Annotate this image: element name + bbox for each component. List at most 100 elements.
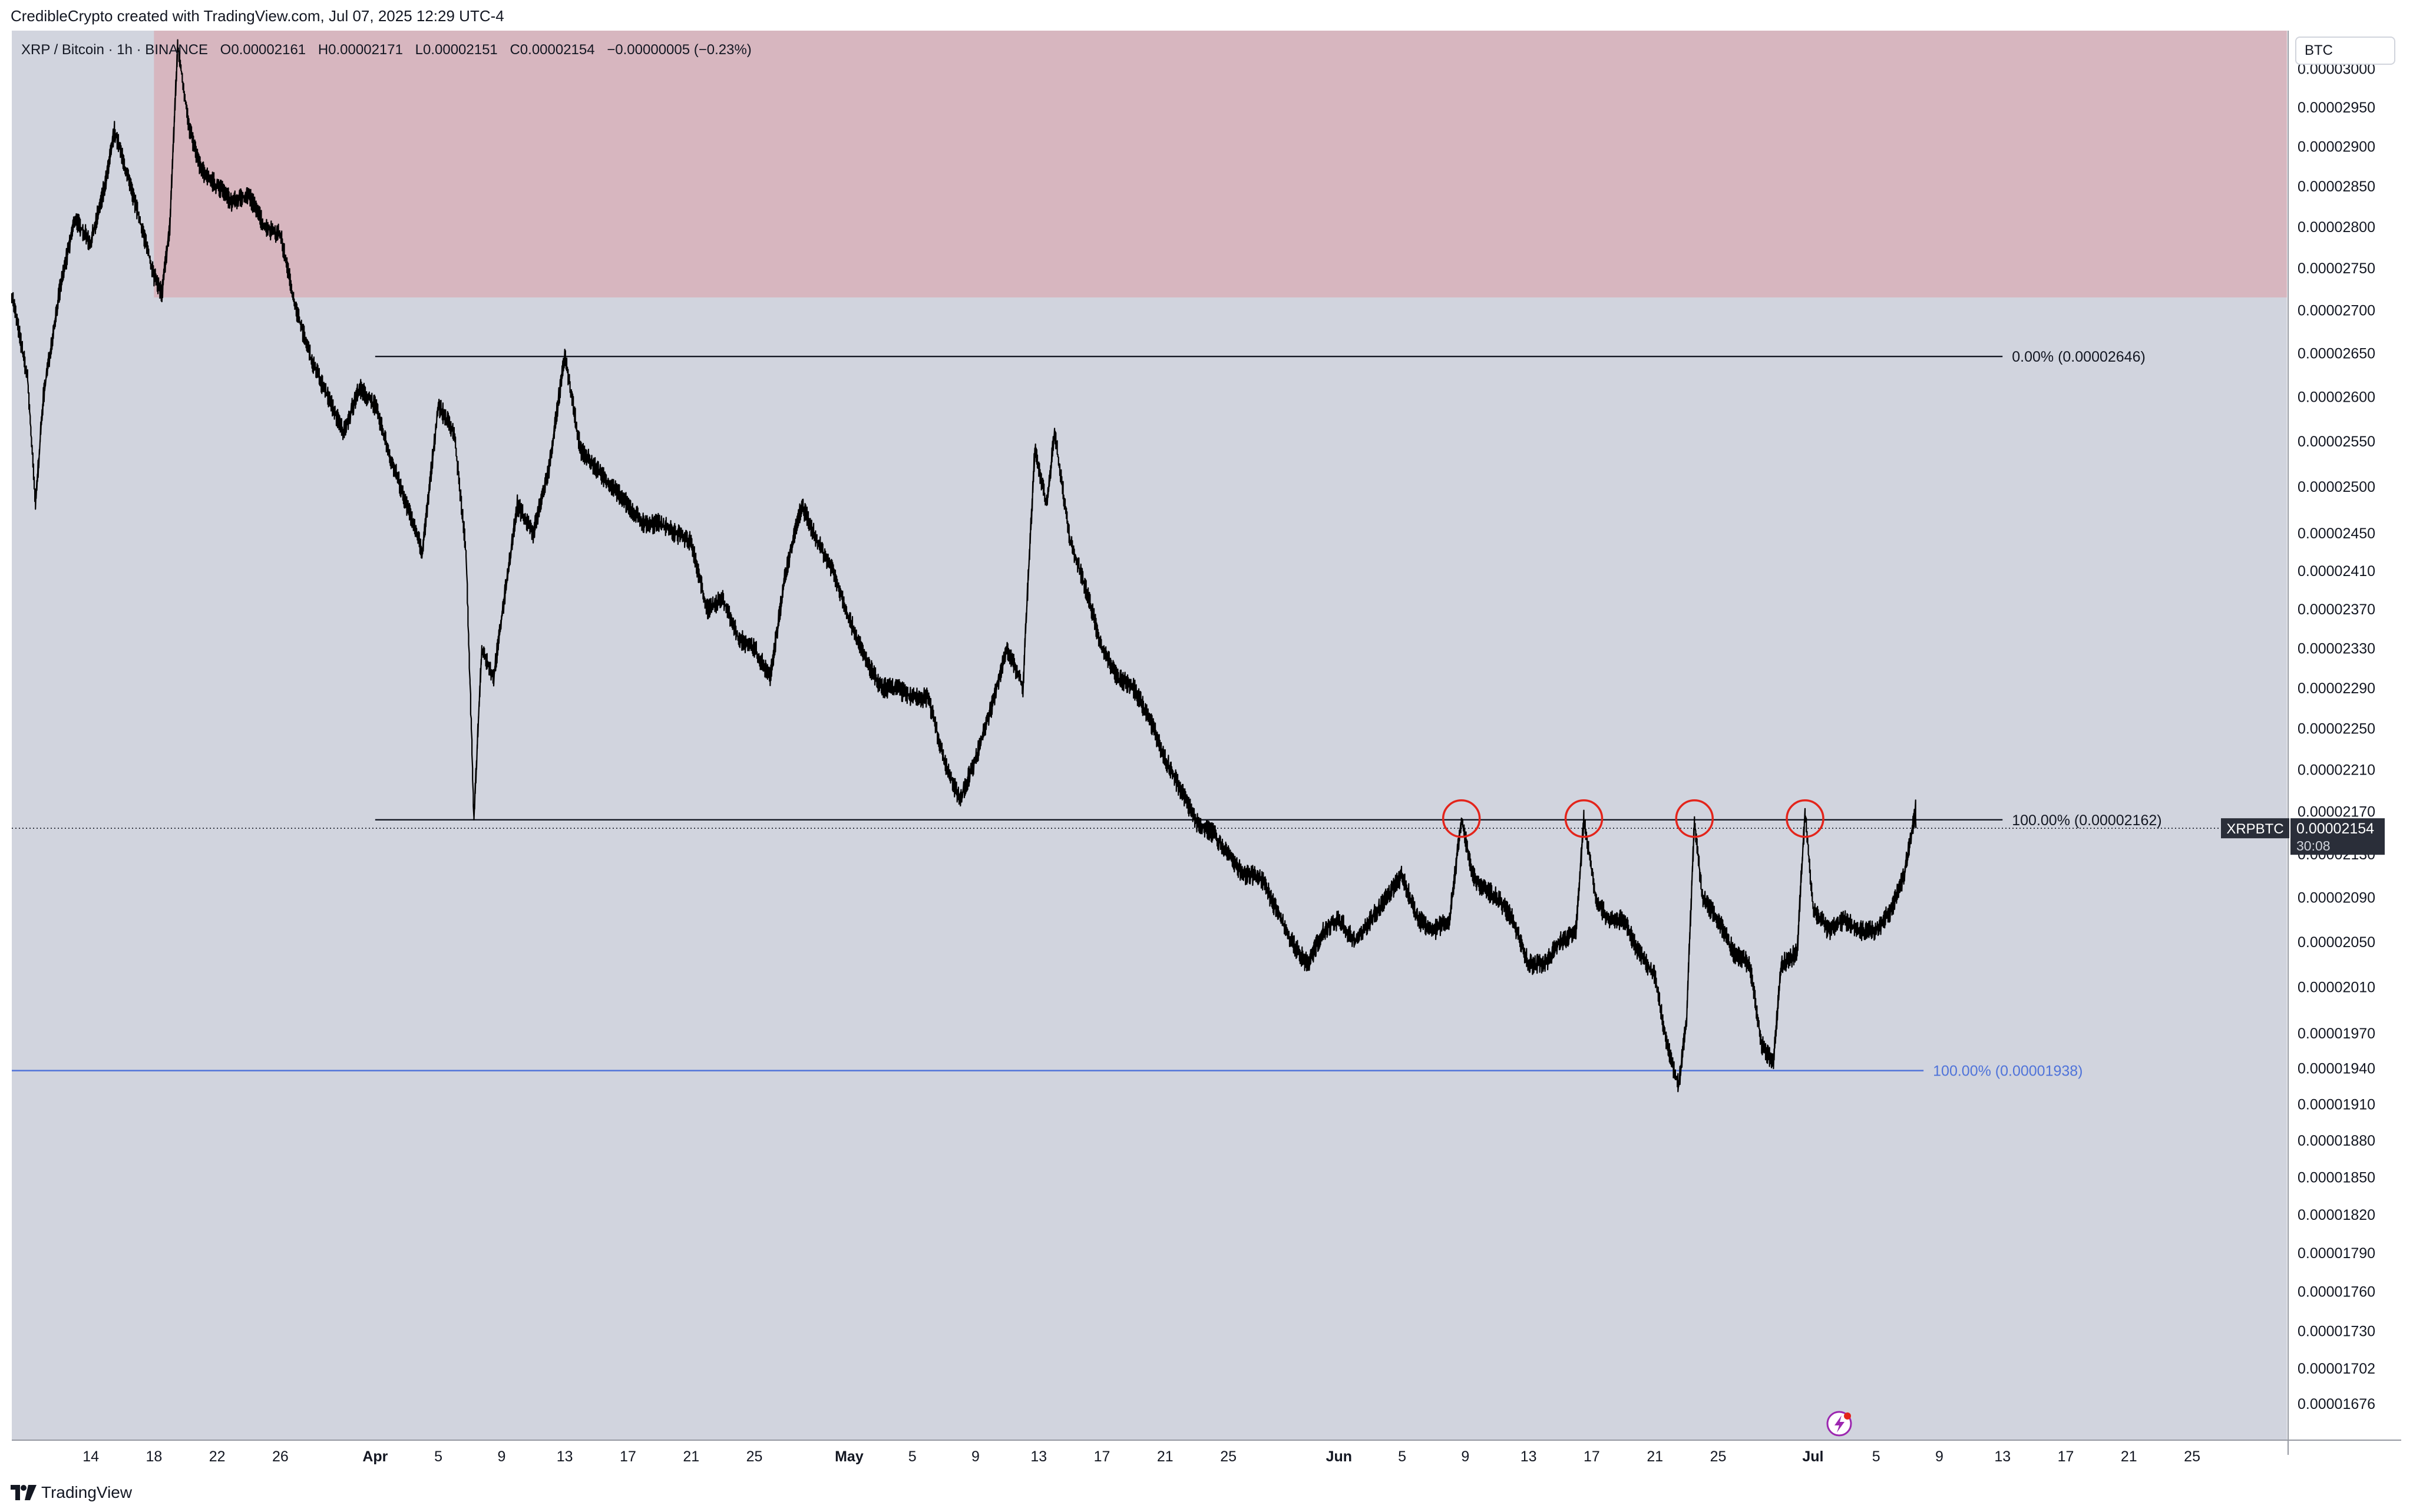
legend: XRP / Bitcoin · 1h · BINANCE O0.00002161…: [21, 42, 752, 58]
legend-low-label: L: [415, 42, 423, 58]
fib-level-label: 0.00% (0.00002646): [2012, 349, 2146, 365]
price-tick-label: 0.00001940: [2298, 1061, 2375, 1077]
time-tick-label: 17: [2058, 1448, 2074, 1465]
resistance-touch-circle: [1442, 799, 1481, 838]
time-tick-label: 13: [1994, 1448, 2011, 1465]
time-tick-label: 17: [620, 1448, 636, 1465]
price-tick-label: 0.00001676: [2298, 1396, 2375, 1412]
price-tick-label: 0.00002210: [2298, 762, 2375, 778]
time-tick-label: May: [835, 1448, 864, 1465]
tradingview-logo-text: TradingView: [41, 1483, 133, 1501]
price-tick-label: 0.00001910: [2298, 1096, 2375, 1113]
time-tick-label: Apr: [362, 1448, 388, 1465]
time-tick-label: 14: [82, 1448, 99, 1465]
time-tick-label: 5: [434, 1448, 442, 1465]
resistance-touch-circle: [1786, 799, 1824, 838]
time-tick-label: 21: [683, 1448, 699, 1465]
time-tick-label: 25: [746, 1448, 763, 1465]
time-tick-label: 5: [908, 1448, 917, 1465]
price-tick-label: 0.00002450: [2298, 525, 2375, 542]
fib-levels-layer: 0.00% (0.00002646) 100.00% (0.00002162) 10…: [12, 349, 2287, 1080]
tradingview-logo-icon: [11, 1485, 37, 1500]
ticker-tag-bg: [2221, 818, 2289, 839]
price-tick-label: 0.00002410: [2298, 563, 2375, 580]
time-tick-label: 22: [209, 1448, 226, 1465]
supply-zone-layer: [154, 31, 2287, 298]
legend-close-label: C: [510, 42, 520, 58]
time-tick-label: 21: [1647, 1448, 1663, 1465]
time-tick-label: 17: [1094, 1448, 1110, 1465]
time-tick-label: 17: [1584, 1448, 1600, 1465]
price-tick-label: 0.00001702: [2298, 1361, 2375, 1377]
time-tick-label: 25: [1710, 1448, 1727, 1465]
price-tick-label: 0.00002170: [2298, 803, 2375, 820]
price-tick-label: 0.00001850: [2298, 1170, 2375, 1186]
fib-level-label: 100.00% (0.00001938): [1933, 1063, 2083, 1080]
price-tick-label: 0.00002600: [2298, 389, 2375, 406]
price-tag-value: 0.00002154: [2296, 820, 2374, 837]
ticker-tag: XRPBTC: [2226, 821, 2283, 837]
price-tick-label: 0.00002330: [2298, 640, 2375, 657]
chart-caption: CredibleCrypto created with TradingView.…: [11, 7, 504, 25]
currency-selector[interactable]: BTC: [2295, 37, 2395, 65]
price-tick-label: 0.00002950: [2298, 100, 2375, 116]
time-tick-label: 18: [146, 1448, 162, 1465]
price-axis-background: [2289, 31, 2401, 1440]
legend-open-label: O: [220, 42, 232, 58]
legend-open-value: 0.00002161: [231, 42, 306, 58]
fib-level-label: 100.00% (0.00002162): [2012, 812, 2161, 829]
axes-layer: 0.000030000.000029500.000029000.00002850…: [12, 31, 2401, 1465]
price-tick-label: 0.00001880: [2298, 1133, 2375, 1149]
last-price-badge: XRPBTC 0.00002154 30:08: [2221, 818, 2385, 855]
time-tick-label: 21: [2121, 1448, 2137, 1465]
price-tick-label: 0.00002550: [2298, 434, 2375, 450]
time-tick-label: 13: [1520, 1448, 1537, 1465]
price-tick-label: 0.00002500: [2298, 479, 2375, 495]
price-tick-label: 0.00002800: [2298, 219, 2375, 236]
time-tick-label: 5: [1398, 1448, 1406, 1465]
time-tick-label: Jun: [1326, 1448, 1352, 1465]
price-tick-label: 0.00002290: [2298, 680, 2375, 697]
time-tick-label: 5: [1872, 1448, 1880, 1465]
supply-zone: [154, 31, 2287, 298]
price-tick-label: 0.00002370: [2298, 601, 2375, 618]
price-tick-label: 0.00002250: [2298, 720, 2375, 737]
price-tag-bg: [2290, 818, 2385, 855]
time-tick-label: 9: [971, 1448, 980, 1465]
price-tick-label: 0.00001730: [2298, 1324, 2375, 1340]
tradingview-logo[interactable]: TradingView: [11, 1482, 132, 1503]
price-tick-label: 0.00002090: [2298, 890, 2375, 906]
price-tick-label: 0.00002750: [2298, 260, 2375, 277]
price-tick-label: 0.00001790: [2298, 1245, 2375, 1262]
legend-high-value: 0.00002171: [328, 42, 403, 58]
time-tick-label: Jul: [1802, 1448, 1823, 1465]
lightning-icon[interactable]: [1826, 1411, 1852, 1437]
price-tag-countdown: 30:08: [2296, 838, 2331, 853]
legend-low-value: 0.00002151: [423, 42, 498, 58]
touch-circles-layer: [1442, 799, 1824, 838]
legend-close-value: 0.00002154: [520, 42, 595, 58]
time-tick-label: 25: [2184, 1448, 2200, 1465]
price-tick-label: 0.00002650: [2298, 345, 2375, 362]
time-tick-label: 9: [1461, 1448, 1469, 1465]
time-tick-label: 13: [557, 1448, 573, 1465]
time-tick-label: 25: [1220, 1448, 1237, 1465]
time-tick-label: 9: [1935, 1448, 1943, 1465]
legend-high-label: H: [318, 42, 328, 58]
price-series-layer: [11, 39, 1917, 1093]
price-tick-label: 0.00002700: [2298, 303, 2375, 319]
price-tick-label: 0.00001970: [2298, 1025, 2375, 1042]
time-tick-label: 13: [1030, 1448, 1047, 1465]
time-tick-label: 26: [272, 1448, 289, 1465]
time-tick-label: 21: [1157, 1448, 1174, 1465]
price-tick-label: 0.00002850: [2298, 178, 2375, 195]
price-tick-label: 0.00002010: [2298, 980, 2375, 996]
legend-change: −0.00000005 (−0.23%): [607, 42, 752, 58]
resistance-touch-circle: [1564, 799, 1604, 838]
resistance-touch-circle: [1675, 799, 1714, 838]
price-tick-label: 0.00002050: [2298, 934, 2375, 951]
price-tick-label: 0.00001820: [2298, 1207, 2375, 1223]
price-tick-label: 0.00001760: [2298, 1284, 2375, 1301]
legend-symbol: XRP / Bitcoin · 1h · BINANCE: [21, 42, 208, 58]
